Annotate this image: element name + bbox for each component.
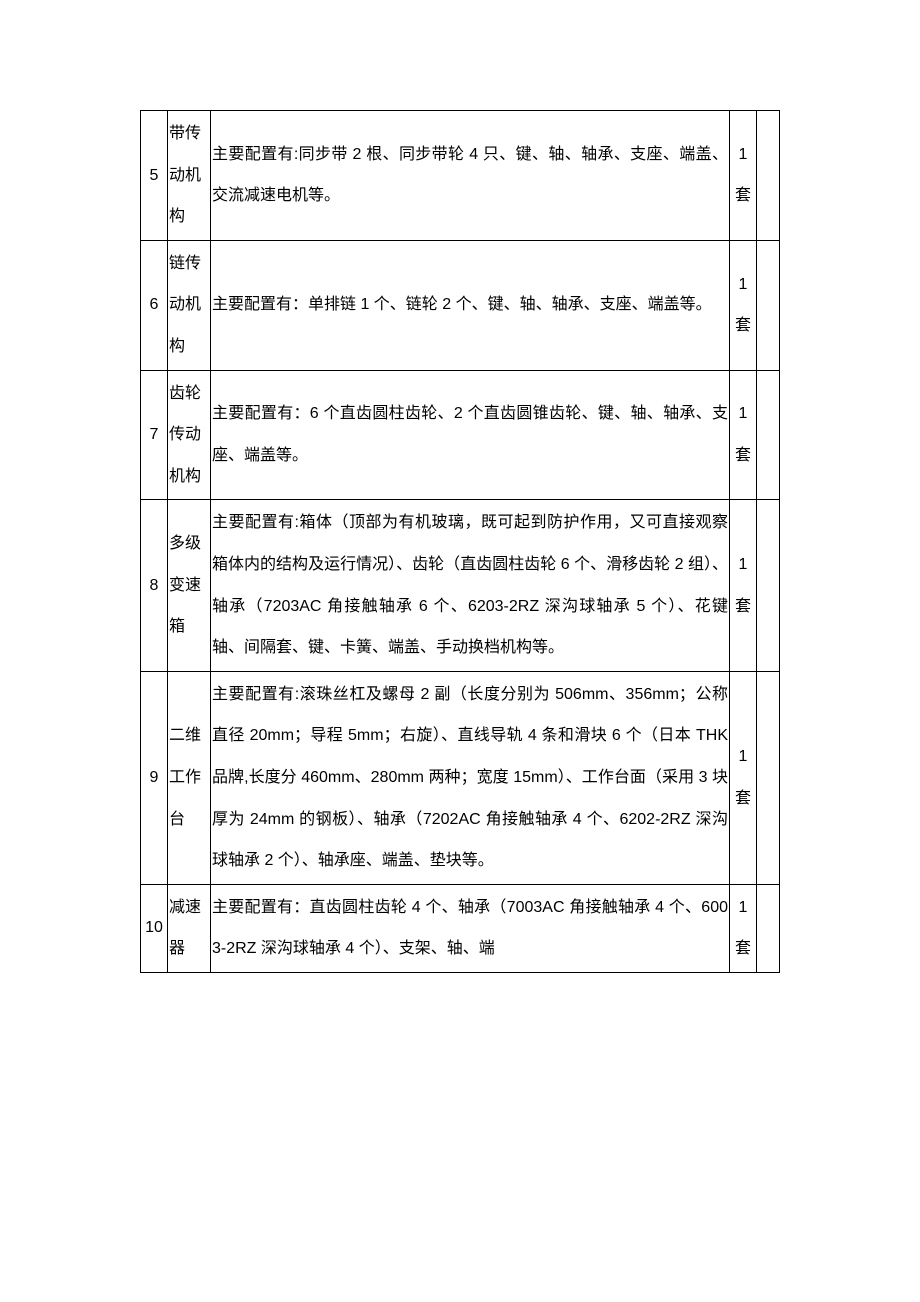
row-name: 二维工作台 [168,713,210,842]
table-row: 6 链传动机构 主要配置有：单排链 1 个、链轮 2 个、键、轴、轴承、支座、端… [141,240,780,370]
table-row: 7 齿轮传动机构 主要配置有：6 个直齿圆柱齿轮、2 个直齿圆锥齿轮、键、轴、轴… [141,370,780,500]
row-unit: 1套 [730,391,756,478]
row-number: 8 [141,563,167,609]
row-last [757,303,779,307]
row-number: 6 [141,282,167,328]
page-container: 5 带传动机构 主要配置有:同步带 2 根、同步带轮 4 只、键、轴、轴承、支座… [0,0,920,1033]
table-row: 10 减速器 主要配置有：直齿圆柱齿轮 4 个、轴承（7003AC 角接触轴承 … [141,884,780,972]
row-description: 主要配置有：单排链 1 个、链轮 2 个、键、轴、轴承、支座、端盖等。 [211,282,729,328]
row-last [757,776,779,780]
row-last [757,433,779,437]
row-unit: 1套 [730,542,756,629]
table-row: 8 多级变速箱 主要配置有:箱体（顶部为有机玻璃，既可起到防护作用，又可直接观察… [141,500,780,671]
row-description: 主要配置有:箱体（顶部为有机玻璃，既可起到防护作用，又可直接观察箱体内的结构及运… [211,500,729,670]
row-name: 多级变速箱 [168,521,210,650]
row-name: 齿轮传动机构 [168,371,210,500]
row-description: 主要配置有：6 个直齿圆柱齿轮、2 个直齿圆锥齿轮、键、轴、轴承、支座、端盖等。 [211,391,729,478]
row-unit: 1套 [730,885,756,972]
row-last [757,584,779,588]
row-number: 5 [141,153,167,199]
row-unit: 1套 [730,132,756,219]
row-number: 9 [141,755,167,801]
table-row: 5 带传动机构 主要配置有:同步带 2 根、同步带轮 4 只、键、轴、轴承、支座… [141,111,780,241]
row-description: 主要配置有:滚珠丝杠及螺母 2 副（长度分别为 506mm、356mm；公称直径… [211,672,729,884]
row-unit: 1套 [730,734,756,821]
row-name: 链传动机构 [168,241,210,370]
row-description: 主要配置有:同步带 2 根、同步带轮 4 只、键、轴、轴承、支座、端盖、交流减速… [211,132,729,219]
row-description: 主要配置有：直齿圆柱齿轮 4 个、轴承（7003AC 角接触轴承 4 个、600… [211,885,729,972]
row-last [757,926,779,930]
spec-table: 5 带传动机构 主要配置有:同步带 2 根、同步带轮 4 只、键、轴、轴承、支座… [140,110,780,973]
row-number: 10 [141,905,167,951]
row-number: 7 [141,412,167,458]
row-last [757,173,779,177]
table-row: 9 二维工作台 主要配置有:滚珠丝杠及螺母 2 副（长度分别为 506mm、35… [141,671,780,884]
row-unit: 1套 [730,262,756,349]
row-name: 减速器 [168,885,210,972]
row-name: 带传动机构 [168,111,210,240]
